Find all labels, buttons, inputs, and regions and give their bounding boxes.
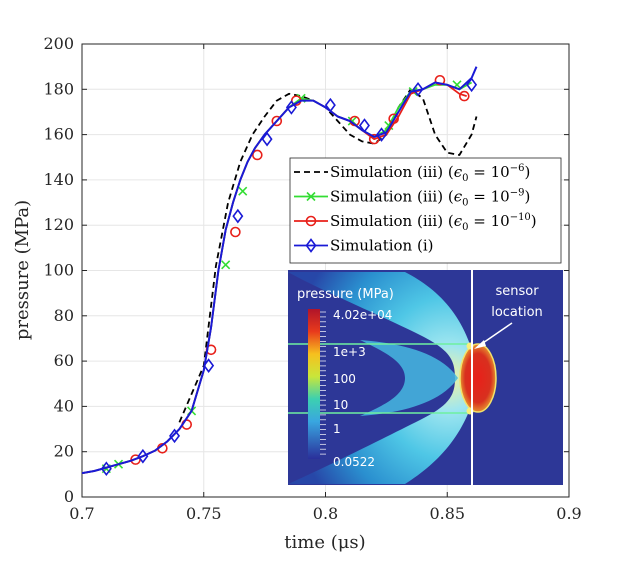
sensor-label-line2: location	[491, 305, 543, 320]
diamond-marker	[324, 97, 336, 113]
y-tick-label: 140	[43, 170, 74, 189]
y-tick-label: 60	[54, 351, 74, 370]
colorbar	[308, 309, 320, 459]
legend-label: Simulation (i)	[330, 237, 433, 255]
sensor-pointer	[479, 322, 513, 346]
diamond-marker	[203, 358, 215, 373]
y-tick-label: 160	[43, 125, 74, 144]
circle-marker	[458, 90, 470, 102]
x-tick-label: 0.75	[186, 504, 222, 523]
y-tick-label: 180	[43, 79, 74, 98]
y-tick-label: 40	[54, 396, 74, 415]
x-marker	[238, 186, 248, 196]
diamond-marker	[232, 208, 244, 224]
y-tick-label: 100	[43, 261, 74, 280]
x-tick-label: 0.7	[69, 504, 94, 523]
y-tick-label: 200	[43, 34, 74, 53]
diamond-marker	[137, 448, 149, 464]
x-axis-label: time (μs)	[284, 532, 365, 553]
diamond-marker	[412, 81, 424, 97]
diamond-marker	[376, 127, 388, 142]
circle-marker	[434, 74, 446, 86]
pressure-field-inset: sensor location pressure (MPa) 4.02e+04 …	[288, 270, 563, 485]
x-axis-ticks: 0.7 0.75 0.8 0.85 0.9	[69, 44, 582, 523]
circle-marker	[368, 133, 380, 145]
x-marker-stroke	[347, 116, 357, 126]
series-line	[82, 66, 478, 475]
diamond-marker	[466, 77, 478, 93]
legend-label: Simulation (iii) (ϵ0 = 10−10)	[330, 212, 537, 233]
x-marker-stroke	[238, 186, 248, 196]
series-line	[178, 88, 478, 423]
x-marker	[306, 191, 316, 202]
legend: Simulation (iii) (ϵ0 = 10−6) Simulation (…	[289, 157, 562, 264]
colorbar-tick-marks	[320, 311, 326, 455]
circle-marker	[252, 149, 263, 161]
x-marker-stroke	[221, 260, 231, 270]
legend-label: Simulation (iii) (ϵ0 = 10−9)	[330, 188, 530, 209]
sensor-label-line1: sensor	[495, 284, 539, 299]
colorbar-tick-label: 1e+3	[333, 345, 366, 359]
colorbar-title: pressure (MPa)	[297, 287, 394, 302]
x-tick-label: 0.85	[429, 504, 465, 523]
y-tick-label: 80	[54, 306, 74, 325]
colorbar-tick-label: 0.0522	[333, 455, 375, 469]
x-tick-label: 0.8	[313, 504, 338, 523]
colorbar-tick-label: 4.02e+04	[333, 308, 392, 322]
legend-box	[289, 157, 562, 264]
diamond-marker	[358, 118, 370, 133]
x-marker-stroke	[306, 191, 316, 202]
colorbar-tick-label: 1	[333, 422, 341, 436]
plume-shape	[288, 272, 478, 484]
shock-region	[459, 343, 497, 413]
sensor-arrowhead	[474, 340, 486, 349]
y-axis-label: pressure (MPa)	[12, 200, 33, 340]
legend-label: Simulation (iii) (ϵ0 = 10−6)	[330, 163, 530, 184]
series-group	[82, 66, 478, 477]
diamond-marker	[261, 131, 273, 147]
y-axis-ticks: 0 20 40 60 80 100 120 140 160 180 200	[43, 34, 569, 506]
colorbar-tick-label: 10	[333, 398, 348, 412]
plume-core	[360, 340, 458, 416]
y-tick-label: 120	[43, 215, 74, 234]
diamond-marker	[100, 461, 112, 477]
diamond-marker	[305, 238, 317, 253]
diamond-marker	[285, 100, 297, 115]
y-tick-label: 20	[54, 442, 74, 461]
colorbar-tick-label: 100	[333, 372, 356, 386]
circle-marker	[271, 115, 283, 127]
circle-marker	[388, 113, 399, 125]
circle-marker	[305, 215, 317, 227]
circle-marker	[230, 226, 241, 238]
x-tick-label: 0.9	[556, 504, 581, 523]
diamond-marker	[169, 428, 181, 444]
x-marker	[221, 260, 231, 270]
y-tick-label: 0	[64, 487, 74, 506]
